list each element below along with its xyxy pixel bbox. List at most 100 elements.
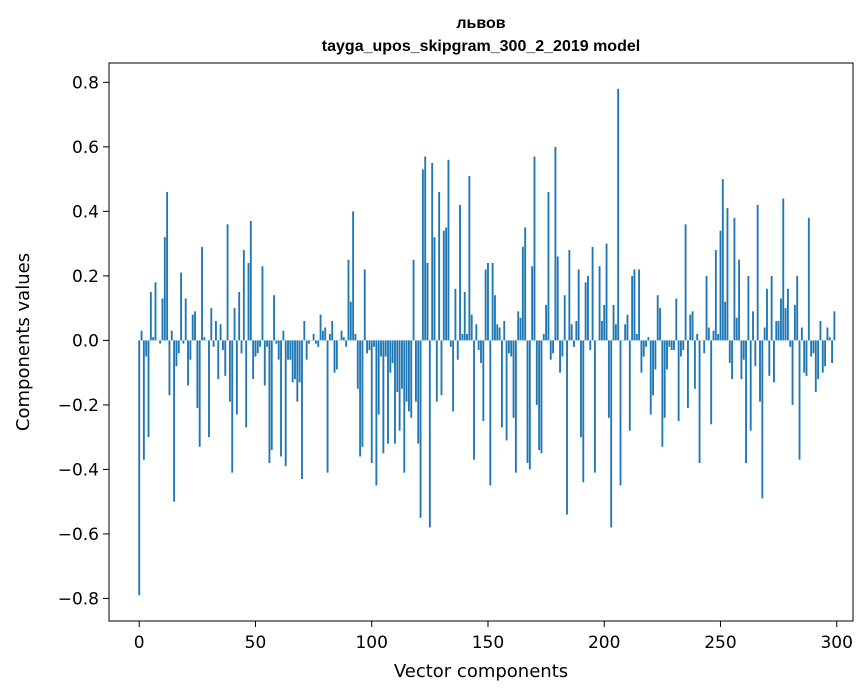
bar-291	[814, 340, 817, 392]
bar-171	[535, 340, 538, 405]
bar-70	[301, 340, 303, 480]
bar-237	[689, 314, 692, 341]
bar-289	[810, 340, 813, 357]
bar-59	[275, 340, 278, 344]
bar-299	[833, 311, 836, 341]
bar-157	[503, 321, 506, 341]
bar-67	[294, 340, 296, 380]
bar-6	[152, 337, 155, 341]
bar-71	[303, 321, 306, 341]
bar-271	[768, 340, 771, 376]
bar-284	[798, 340, 801, 460]
x-tick-label: 150	[472, 633, 504, 653]
bar-65	[289, 340, 292, 360]
bar-106	[384, 340, 387, 357]
bar-31	[210, 308, 213, 341]
bar-282	[793, 304, 796, 341]
bar-138	[459, 204, 461, 341]
chart-title-line2: tayga_upos_skipgram_300_2_2019 model	[322, 38, 640, 55]
bar-206	[617, 88, 620, 341]
bar-42	[235, 340, 238, 415]
bar-199	[600, 321, 603, 341]
bar-36	[222, 340, 224, 351]
bar-135	[452, 340, 455, 412]
bar-269	[763, 327, 766, 341]
bar-258	[738, 259, 741, 341]
x-tick-label: 0	[134, 633, 145, 653]
bar-168	[528, 340, 531, 470]
bar-234	[682, 340, 685, 351]
bar-191	[582, 340, 585, 483]
bar-200	[603, 304, 606, 341]
bar-35	[219, 324, 222, 341]
bar-279	[786, 288, 789, 341]
bar-267	[759, 340, 761, 402]
bar-89	[345, 340, 348, 347]
x-axis-label: Vector components	[394, 661, 568, 682]
bar-108	[389, 340, 392, 373]
bar-255	[731, 340, 734, 380]
bar-244	[705, 275, 708, 341]
bar-95	[359, 340, 362, 457]
bar-137	[456, 340, 459, 360]
bar-223	[656, 295, 659, 341]
y-tick-label: 0.4	[72, 202, 99, 222]
bar-79	[321, 330, 324, 341]
bar-77	[317, 340, 320, 347]
bar-156	[500, 340, 503, 428]
bar-44	[240, 340, 243, 354]
bar-261	[745, 340, 747, 463]
bar-55	[266, 340, 269, 347]
bar-93	[354, 333, 357, 341]
bar-226	[663, 340, 666, 418]
bar-107	[387, 340, 389, 444]
bar-114	[403, 340, 406, 473]
bar-64	[287, 340, 289, 360]
bar-54	[263, 340, 266, 386]
bar-169	[531, 266, 534, 341]
bar-12	[166, 192, 169, 341]
bar-174	[542, 333, 545, 341]
bar-184	[566, 340, 568, 515]
bar-37	[224, 340, 227, 376]
y-tick-label: −0.2	[58, 396, 99, 416]
bar-81	[326, 340, 329, 473]
bar-28	[203, 337, 206, 341]
bar-297	[828, 337, 831, 341]
bar-275	[777, 321, 780, 341]
bar-238	[691, 311, 694, 341]
bar-87	[340, 330, 343, 341]
bar-254	[728, 340, 731, 363]
bar-228	[668, 340, 671, 347]
bar-132	[445, 227, 448, 341]
bar-130	[440, 340, 443, 396]
bar-154	[496, 324, 499, 341]
bar-105	[382, 340, 385, 454]
y-tick-label: 0.0	[72, 331, 99, 351]
bar-142	[468, 175, 471, 341]
bar-82	[328, 333, 331, 341]
bar-18	[180, 272, 182, 341]
bar-119	[414, 340, 417, 402]
bar-213	[633, 269, 636, 341]
bar-121	[419, 340, 422, 518]
bar-75	[312, 333, 315, 341]
x-ticks: 0 50 100 150 200 250 300	[134, 621, 853, 653]
bar-141	[466, 333, 468, 341]
bar-196	[594, 340, 596, 473]
bar-263	[749, 340, 752, 431]
bar-285	[800, 327, 803, 341]
bar-188	[575, 321, 578, 341]
bar-161	[512, 340, 515, 418]
bar-101	[373, 340, 375, 347]
bar-27	[201, 246, 203, 341]
x-tick-label: 50	[245, 633, 267, 653]
bar-290	[812, 340, 815, 354]
bar-0	[138, 340, 141, 596]
bar-186	[570, 324, 573, 341]
bar-195	[591, 246, 594, 341]
bar-181	[559, 340, 561, 373]
bar-128	[435, 340, 438, 402]
bar-134	[449, 340, 452, 347]
